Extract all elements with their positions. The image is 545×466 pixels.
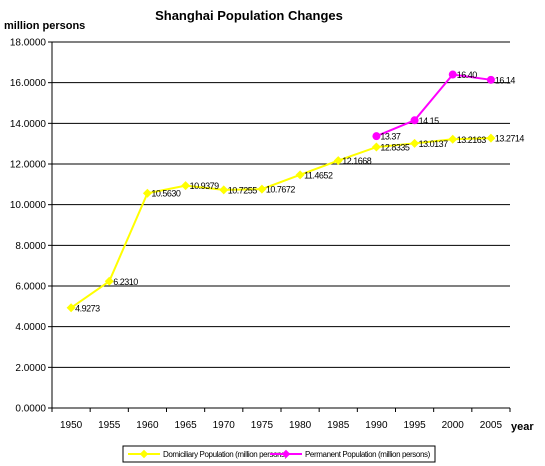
x-tick-label: 1995 <box>403 420 426 431</box>
data-point-domiciliary <box>257 184 267 194</box>
legend-marker-permanent <box>281 449 291 459</box>
data-point-domiciliary <box>219 185 229 195</box>
data-point-domiciliary <box>486 133 496 143</box>
plot-area <box>52 42 510 408</box>
x-tick-label: 1965 <box>174 420 197 431</box>
data-label-domiciliary: 12.1668 <box>342 156 372 166</box>
data-label-domiciliary: 13.0137 <box>419 139 449 149</box>
x-tick-label: 1960 <box>136 420 159 431</box>
x-tick-label: 1955 <box>98 420 121 431</box>
data-label-domiciliary: 6.2310 <box>113 277 138 287</box>
y-tick-label: 14.0000 <box>10 119 47 130</box>
data-label-domiciliary: 10.9379 <box>190 181 220 191</box>
y-tick-label: 10.0000 <box>10 200 47 211</box>
x-tick-label: 1980 <box>289 420 312 431</box>
data-point-domiciliary <box>295 170 305 180</box>
y-tick-label: 4.0000 <box>15 322 46 333</box>
legend: Domiciliary Population (million persons)… <box>122 445 436 463</box>
y-tick-label: 16.0000 <box>10 78 47 89</box>
data-label-permanent: 14.15 <box>419 116 440 126</box>
x-tick-label: 1970 <box>213 420 236 431</box>
y-tick-label: 12.0000 <box>10 160 47 171</box>
data-point-domiciliary <box>448 134 458 144</box>
x-tick-label: 1990 <box>365 420 388 431</box>
axes: 0.0000 2.0000 4.0000 6.0000 8.0000 10.0000 12.… <box>10 38 511 431</box>
data-point-domiciliary <box>181 181 191 191</box>
data-point-domiciliary <box>410 138 420 148</box>
data-point-permanent <box>372 132 381 141</box>
data-labels: 4.9273 6.2310 10.5630 10.9379 10.7255 10.7672… <box>75 70 525 313</box>
y-tick-label: 2.0000 <box>15 363 46 374</box>
y-tick-label: 6.0000 <box>15 282 46 293</box>
data-point-permanent <box>486 75 495 84</box>
series-line-permanent <box>376 73 492 138</box>
data-label-permanent: 16.14 <box>495 75 516 85</box>
data-point-domiciliary <box>333 156 343 166</box>
legend-label-domiciliary: Domiciliary Population (million persons) <box>163 450 288 459</box>
series-lines <box>66 70 496 313</box>
data-point-domiciliary <box>142 188 152 198</box>
gridlines <box>52 41 510 408</box>
data-point-permanent <box>448 70 457 79</box>
legend-label-permanent: Permanent Population (million persons) <box>305 450 431 459</box>
data-label-domiciliary: 11.4652 <box>304 170 333 180</box>
data-label-domiciliary: 13.2163 <box>457 135 487 145</box>
data-label-domiciliary: 12.8335 <box>380 143 410 153</box>
data-point-permanent <box>410 116 419 125</box>
data-label-permanent: 13.37 <box>380 132 401 142</box>
data-point-domiciliary <box>371 142 381 152</box>
y-tick-label: 8.0000 <box>15 241 46 252</box>
y-axis-unit-label: million persons <box>4 20 85 32</box>
chart-title: Shanghai Population Changes <box>155 8 343 23</box>
y-tick-label: 18.0000 <box>10 38 47 49</box>
data-label-domiciliary: 10.7255 <box>228 185 258 195</box>
series-line-domiciliary <box>70 137 491 309</box>
data-label-permanent: 16.40 <box>457 70 478 80</box>
x-axis-unit-label: year <box>511 421 534 433</box>
legend-marker-domiciliary <box>139 449 149 459</box>
x-tick-label: 2005 <box>480 420 503 431</box>
data-point-domiciliary <box>66 303 76 313</box>
x-tick-label: 1950 <box>60 420 83 431</box>
data-label-domiciliary: 4.9273 <box>75 303 100 313</box>
data-label-domiciliary: 10.5630 <box>151 189 181 199</box>
x-tick-label: 1975 <box>251 420 274 431</box>
x-tick-label: 2000 <box>442 420 465 431</box>
data-label-domiciliary: 13.2714 <box>495 134 525 144</box>
data-label-domiciliary: 10.7672 <box>266 185 296 195</box>
x-tick-label: 1985 <box>327 420 350 431</box>
data-point-domiciliary <box>104 276 114 286</box>
y-tick-label: 0.0000 <box>15 404 46 415</box>
